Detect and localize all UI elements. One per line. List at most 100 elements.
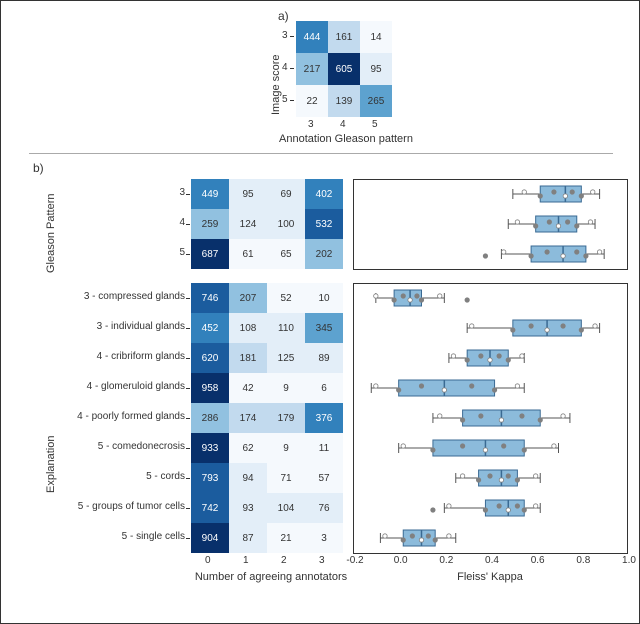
panel-b-cell: 174	[229, 403, 267, 433]
tick	[186, 478, 190, 479]
panel-b-cell: 402	[305, 179, 343, 209]
tick	[186, 224, 190, 225]
panel-b-cell: 62	[229, 433, 267, 463]
panel-a-xtick: 5	[372, 119, 378, 130]
box-xtitle: Fleiss' Kappa	[363, 571, 617, 583]
panel-a-cell: 22	[296, 85, 328, 117]
panel-a-xtick: 3	[308, 119, 314, 130]
tick	[186, 388, 190, 389]
panel-b-heat-xtick: 3	[319, 555, 325, 566]
box-xtick: 0.8	[571, 555, 595, 566]
box-xtick: 0.2	[434, 555, 458, 566]
panel-b-cell: 65	[267, 239, 305, 269]
tick	[186, 298, 190, 299]
row-label: 3 - individual glands	[31, 321, 185, 332]
panel-b-cell: 9	[267, 433, 305, 463]
panel-b-cell: 6	[305, 373, 343, 403]
panel-a-cell: 265	[360, 85, 392, 117]
tick	[186, 194, 190, 195]
panel-b-cell: 3	[305, 523, 343, 553]
group-label-explanation: Explanation	[45, 436, 57, 494]
panel-b-cell: 532	[305, 209, 343, 239]
panel-b-cell: 100	[267, 209, 305, 239]
panel-b-cell: 449	[191, 179, 229, 209]
panel-b-cell: 202	[305, 239, 343, 269]
panel-a-cell: 161	[328, 21, 360, 53]
tick	[186, 448, 190, 449]
panel-a-cell: 14	[360, 21, 392, 53]
tick	[290, 100, 294, 101]
panel-b-label: b)	[33, 161, 44, 175]
tick	[290, 36, 294, 37]
panel-b-cell: 104	[267, 493, 305, 523]
boxplot-panel	[353, 179, 629, 271]
panel-b-cell: 958	[191, 373, 229, 403]
row-label: 4 - poorly formed glands	[31, 411, 185, 422]
panel-b-cell: 57	[305, 463, 343, 493]
panel-b-cell: 620	[191, 343, 229, 373]
tick	[186, 358, 190, 359]
box-xtick: 0.0	[389, 555, 413, 566]
panel-b-cell: 904	[191, 523, 229, 553]
panel-b-cell: 93	[229, 493, 267, 523]
boxplot-panel	[353, 283, 629, 555]
panel-b-cell: 11	[305, 433, 343, 463]
row-label: 5 - groups of tumor cells	[31, 501, 185, 512]
panel-b-cell: 94	[229, 463, 267, 493]
panel-b-cell: 61	[229, 239, 267, 269]
panel-a-cell: 139	[328, 85, 360, 117]
panel-b-cell: 179	[267, 403, 305, 433]
tick	[186, 328, 190, 329]
box-xtick: -0.2	[343, 555, 367, 566]
panel-b-cell: 110	[267, 313, 305, 343]
tick	[186, 418, 190, 419]
tick	[290, 68, 294, 69]
group-label-gleason: Gleason Pattern	[45, 194, 57, 274]
box-xtick: 0.4	[480, 555, 504, 566]
panel-b-cell: 21	[267, 523, 305, 553]
row-label: 5 - single cells	[31, 531, 185, 542]
panel-b-cell: 933	[191, 433, 229, 463]
panel-b-heat-xtick: 2	[281, 555, 287, 566]
panel-b-cell: 207	[229, 283, 267, 313]
panel-b-cell: 69	[267, 179, 305, 209]
panel-b-cell: 87	[229, 523, 267, 553]
panel-b-heat-xtick: 0	[205, 555, 211, 566]
panel-b-cell: 286	[191, 403, 229, 433]
panel-a-cell: 444	[296, 21, 328, 53]
panel-a-xtick: 4	[340, 119, 346, 130]
panel-a-cell: 605	[328, 53, 360, 85]
panel-b-cell: 742	[191, 493, 229, 523]
panel-b-cell: 89	[305, 343, 343, 373]
panel-b-heat-xtitle: Number of agreeing annotators	[171, 571, 371, 583]
panel-b-cell: 52	[267, 283, 305, 313]
panel-a-ytick: 5	[282, 94, 288, 105]
panel-a-ytitle: Image score	[270, 54, 282, 115]
panel-b-cell: 125	[267, 343, 305, 373]
panel-b-cell: 345	[305, 313, 343, 343]
box-xtick: 1.0	[617, 555, 640, 566]
panel-b-cell: 76	[305, 493, 343, 523]
panel-b-cell: 95	[229, 179, 267, 209]
tick	[186, 538, 190, 539]
panel-b-cell: 746	[191, 283, 229, 313]
panel-b-cell: 687	[191, 239, 229, 269]
panel-b-cell: 124	[229, 209, 267, 239]
panel-b-cell: 376	[305, 403, 343, 433]
panel-a-label: a)	[278, 9, 289, 23]
panel-a-cell: 217	[296, 53, 328, 85]
row-label: 4 - cribriform glands	[31, 351, 185, 362]
divider	[29, 153, 613, 154]
panel-b-cell: 108	[229, 313, 267, 343]
panel-b-cell: 793	[191, 463, 229, 493]
panel-a-cell: 95	[360, 53, 392, 85]
panel-b-cell: 259	[191, 209, 229, 239]
box-xtick: 0.6	[526, 555, 550, 566]
tick	[186, 254, 190, 255]
panel-b-heat-xtick: 1	[243, 555, 249, 566]
panel-b-cell: 71	[267, 463, 305, 493]
panel-a-ytick: 4	[282, 62, 288, 73]
row-label: 3 - compressed glands	[31, 291, 185, 302]
panel-a-xtitle: Annotation Gleason pattern	[266, 133, 426, 145]
row-label: 4 - glomeruloid glands	[31, 381, 185, 392]
